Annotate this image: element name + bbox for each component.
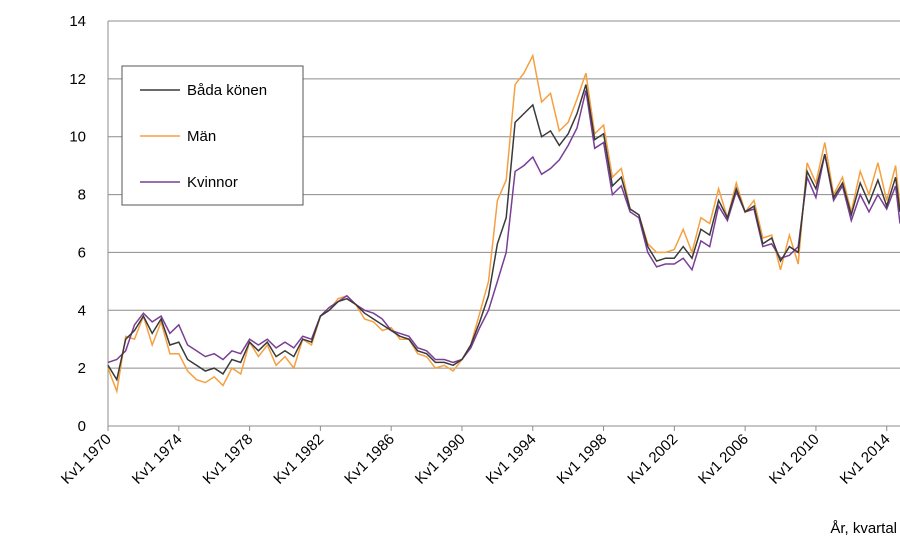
legend: Båda könen Män Kvinnor xyxy=(121,65,304,206)
x-tick-label: Kv1 2014 xyxy=(837,431,894,488)
x-tick-label: Kv1 1990 xyxy=(412,431,469,488)
x-tick-label: Kv1 1994 xyxy=(483,431,540,488)
y-tick-label: 14 xyxy=(69,13,86,30)
x-tick-label: Kv1 2002 xyxy=(624,431,681,488)
legend-label: Kvinnor xyxy=(187,174,238,191)
series-line xyxy=(107,53,900,395)
x-tick-label: Kv1 1978 xyxy=(200,431,257,488)
x-axis-label: År, kvartal xyxy=(830,520,897,537)
y-tick-label: 8 xyxy=(78,187,86,204)
x-tick-label: Kv1 1986 xyxy=(341,431,398,488)
x-tick-label: Kv1 1974 xyxy=(129,431,186,488)
series-line xyxy=(107,84,900,382)
x-tick-label: Kv1 2006 xyxy=(695,431,752,488)
y-tick-label: 6 xyxy=(78,244,86,261)
x-tick-label: Kv1 1970 xyxy=(58,431,115,488)
legend-label: Män xyxy=(187,128,216,145)
y-tick-label: 0 xyxy=(78,418,86,435)
y-tick-label: 10 xyxy=(69,129,86,146)
series-line xyxy=(107,90,900,364)
y-tick-label: 2 xyxy=(78,360,86,377)
y-tick-label: 4 xyxy=(78,302,86,319)
legend-label: Båda könen xyxy=(187,82,267,99)
x-tick-label: Kv1 2010 xyxy=(766,431,823,488)
y-tick-label: 12 xyxy=(69,71,86,88)
x-tick-label: Kv1 1982 xyxy=(270,431,327,488)
x-tick-label: Kv1 1998 xyxy=(554,431,611,488)
